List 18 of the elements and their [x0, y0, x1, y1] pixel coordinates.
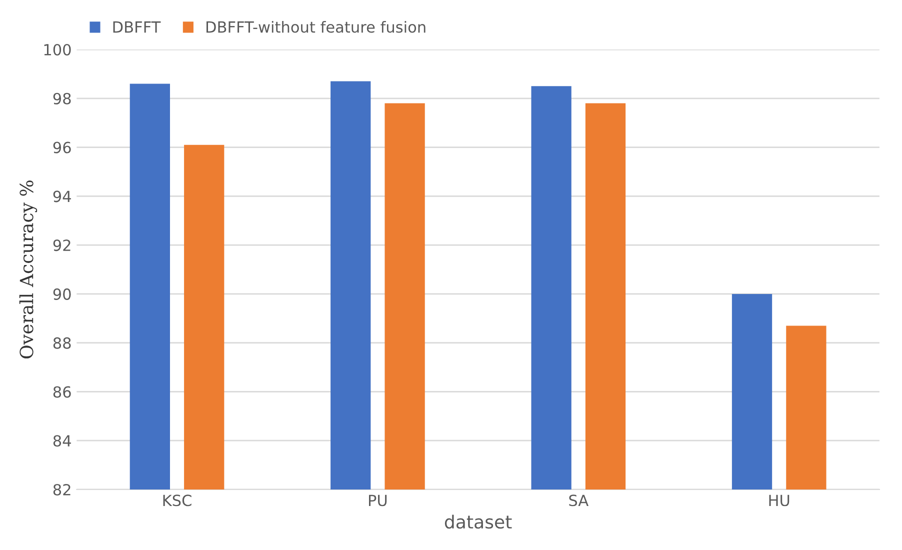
y-tick-label: 84 [53, 435, 71, 447]
y-tick-label: 86 [53, 386, 71, 398]
legend-label: DBFFT-without feature fusion [206, 20, 426, 33]
x-tick-label: HU [769, 494, 790, 506]
legend-label: DBFFT [113, 21, 161, 33]
y-tick-label: 94 [53, 190, 71, 202]
y-tick-label: 88 [53, 337, 71, 349]
y-tick-label: 82 [53, 484, 70, 496]
y-tick-label: 98 [53, 92, 71, 104]
y-tick-label: 96 [53, 142, 71, 154]
y-axis-title: Overall Accuracy % [19, 180, 38, 358]
x-tick-label: KSC [163, 494, 192, 506]
x-tick-label: PU [369, 494, 387, 506]
y-tick-label: 100 [44, 44, 71, 56]
y-tick-label: 90 [53, 288, 71, 300]
x-axis-title: dataset [444, 514, 512, 529]
y-tick-label: 92 [53, 240, 70, 252]
x-tick-label: SA [569, 494, 588, 506]
